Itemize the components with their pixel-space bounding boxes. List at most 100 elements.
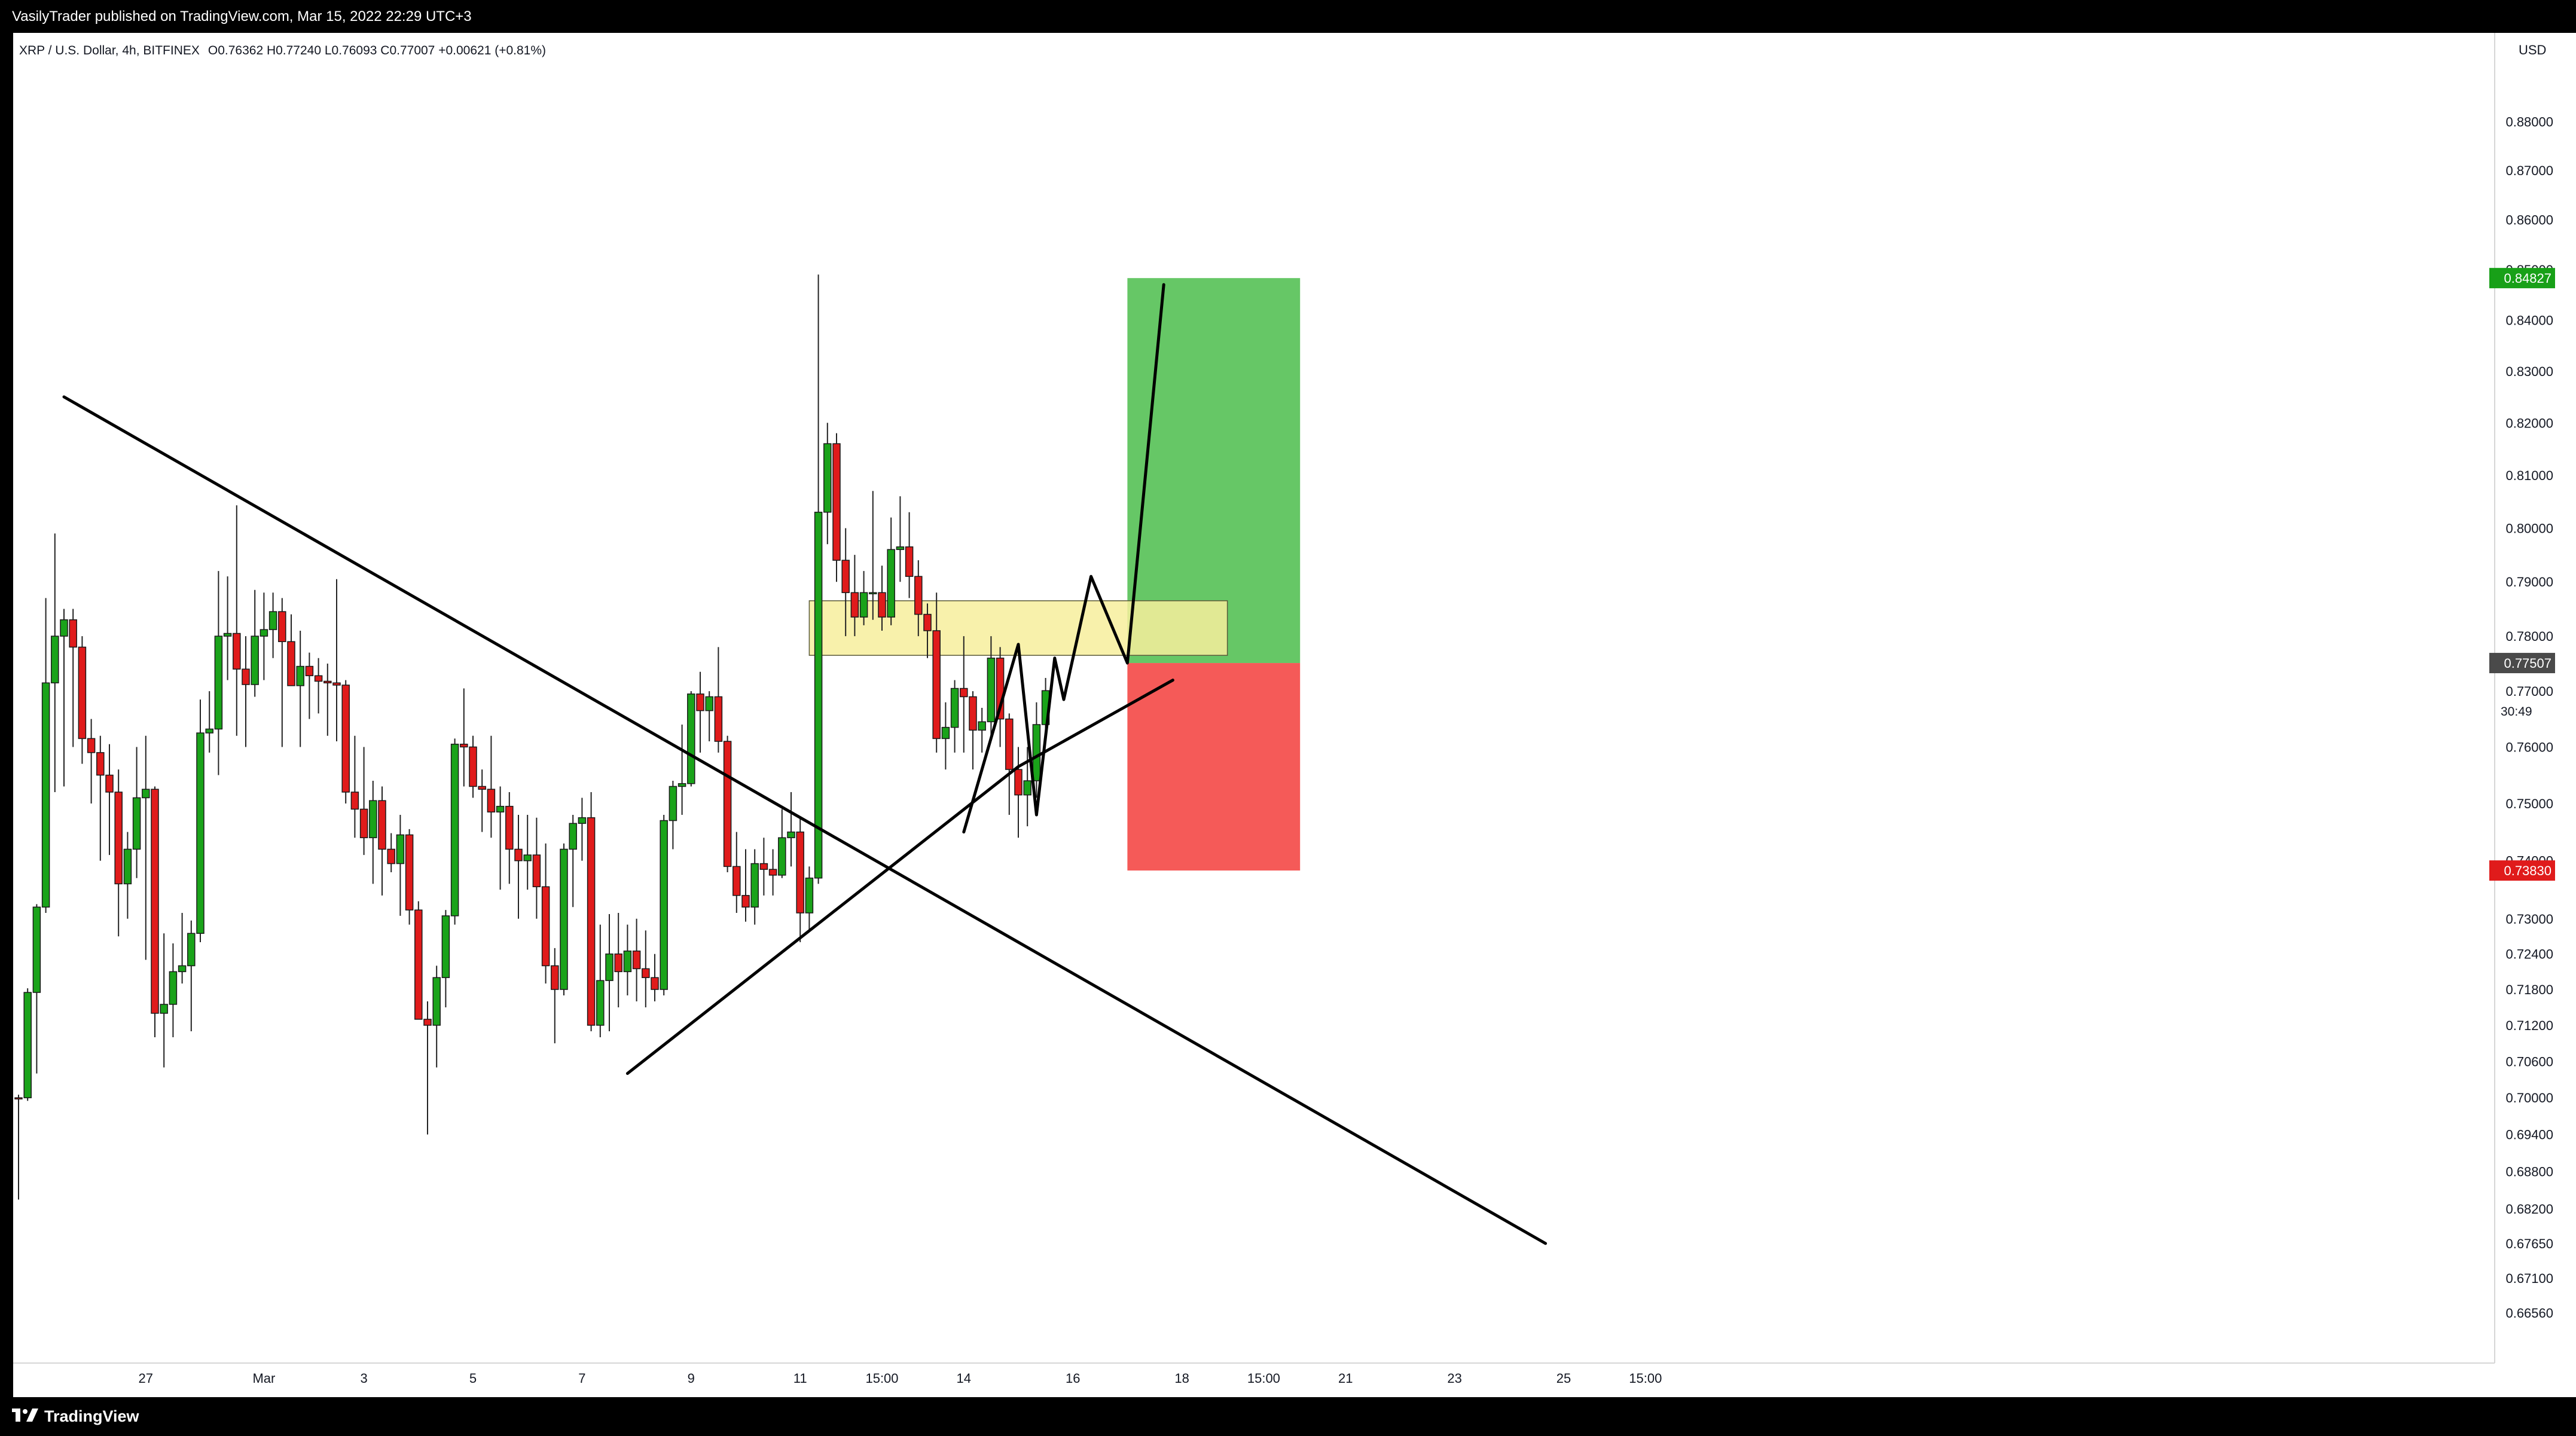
candle-up [369,800,377,839]
candle-down [759,863,768,870]
candle-down [469,746,477,787]
time-tick-label: 27 [139,1371,153,1386]
candle-down [905,546,914,577]
price-axis[interactable]: 0.880000.870000.860000.850000.840000.830… [2505,114,2553,1320]
candle-down [405,834,414,911]
current-price-tag: 0.77507 [2504,656,2551,671]
candle-down [732,866,741,896]
candle-down [287,641,295,686]
price-tick-label: 0.76000 [2505,740,2553,754]
candle-down [541,886,550,967]
candle-down [341,685,350,793]
time-tick-label: 18 [1174,1371,1189,1386]
candle-up [142,789,150,799]
candle-up [268,611,277,630]
price-tick-label: 0.86000 [2505,212,2553,227]
price-tick-label: 0.73000 [2505,912,2553,927]
candle-up [296,665,304,686]
time-tick-label: Mar [252,1371,275,1386]
symbol-title: XRP / U.S. Dollar, 4h, BITFINEX [19,44,200,57]
price-tick-label: 0.80000 [2505,521,2553,536]
candle-up [432,977,441,1026]
candle-down [305,665,314,677]
price-tick-label: 0.67100 [2505,1271,2553,1286]
candle-down [923,613,932,631]
candle-up [596,980,605,1026]
tradingview-logo[interactable]: TradingView [12,1406,139,1427]
candle-down [114,792,123,885]
candle-up [623,951,632,973]
candle-down [350,792,359,810]
drawings-layer [62,283,1548,1245]
candle-up [569,823,577,850]
price-tick-label: 0.68800 [2505,1165,2553,1180]
published-header: VasilyTrader published on TradingView.co… [0,0,2576,33]
candle-up [887,549,895,618]
candle-up [950,688,959,728]
price-tick-label: 0.70600 [2505,1054,2553,1069]
time-tick-label: 9 [688,1371,695,1386]
candle-down [632,951,641,970]
candle-down [551,965,559,990]
stop-price-tag-bg [2489,860,2555,881]
candle-down [151,789,159,1014]
time-tick-label: 15:00 [865,1371,898,1386]
candle-down [969,696,977,731]
candle-up [814,511,823,879]
candle-up [251,635,259,685]
candle-down [1014,769,1023,796]
candle-down [460,743,468,748]
candle-up [160,1004,168,1014]
price-tick-label: 0.78000 [2505,629,2553,644]
candle-down [78,646,87,740]
candle-up [523,854,532,861]
projection-path [962,283,1165,834]
candle-up [660,820,668,990]
candle-down [423,1019,432,1026]
candle-down [87,738,96,753]
time-tick-label: 15:00 [1629,1371,1662,1386]
ascending-trendline [625,765,1020,1076]
candle-down [387,848,395,864]
candle-up [896,546,905,550]
time-tick-label: 16 [1066,1371,1080,1386]
candle-down [505,805,514,850]
candle-down [487,789,496,812]
candle-up [41,682,50,908]
candle-up [705,696,713,711]
price-tick-label: 0.70000 [2505,1090,2553,1105]
price-tick-label: 0.81000 [2505,468,2553,483]
candle-up [123,848,132,885]
candle-down [741,895,750,908]
tradingview-logo-text: TradingView [44,1407,139,1425]
price-tick-label: 0.71800 [2505,982,2553,997]
candles-layer [14,274,1050,1200]
candle-down [233,633,241,670]
candle-down [323,680,332,684]
stop-price-tag: 0.73830 [2504,863,2551,878]
candle-down [960,688,968,698]
candle-up [941,726,950,740]
candle-up [32,906,41,993]
price-tick-label: 0.82000 [2505,415,2553,430]
footer-bar: TradingView [0,1397,2576,1436]
candle-up [869,592,877,595]
time-tick-label: 5 [469,1371,477,1386]
price-tags: 0.84827 0.77507 0.73830 30:49 [2489,268,2555,881]
candle-down [332,682,341,686]
time-tick-label: 25 [1556,1371,1571,1386]
candle-up [778,837,786,876]
candle-up [396,834,405,864]
candle-down [642,968,650,978]
time-tick-label: 15:00 [1247,1371,1280,1386]
candle-down [932,630,941,740]
candle-down [841,560,850,594]
candle-down [587,817,596,1026]
price-tick-label: 0.77000 [2505,684,2553,699]
candle-down [714,696,723,742]
time-tick-label: 3 [360,1371,367,1386]
candle-up [260,629,268,637]
price-chart[interactable]: 0.880000.870000.860000.850000.840000.830… [0,0,2576,1397]
time-axis[interactable]: 27 Mar 3 5 7 9 11 15:00 14 16 18 15:00 21 23 25 15:00 [139,1371,1662,1386]
candle-up [187,933,196,967]
